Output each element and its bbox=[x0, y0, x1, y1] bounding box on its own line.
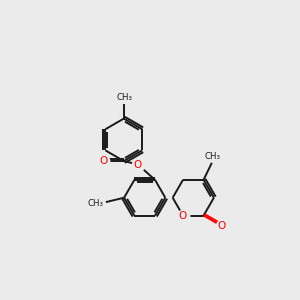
Text: CH₃: CH₃ bbox=[88, 199, 103, 208]
Text: O: O bbox=[179, 211, 187, 220]
Text: CH₃: CH₃ bbox=[204, 152, 220, 161]
Text: O: O bbox=[218, 221, 226, 231]
Text: O: O bbox=[99, 156, 107, 166]
Text: O: O bbox=[134, 160, 142, 170]
Text: CH₃: CH₃ bbox=[116, 92, 132, 101]
